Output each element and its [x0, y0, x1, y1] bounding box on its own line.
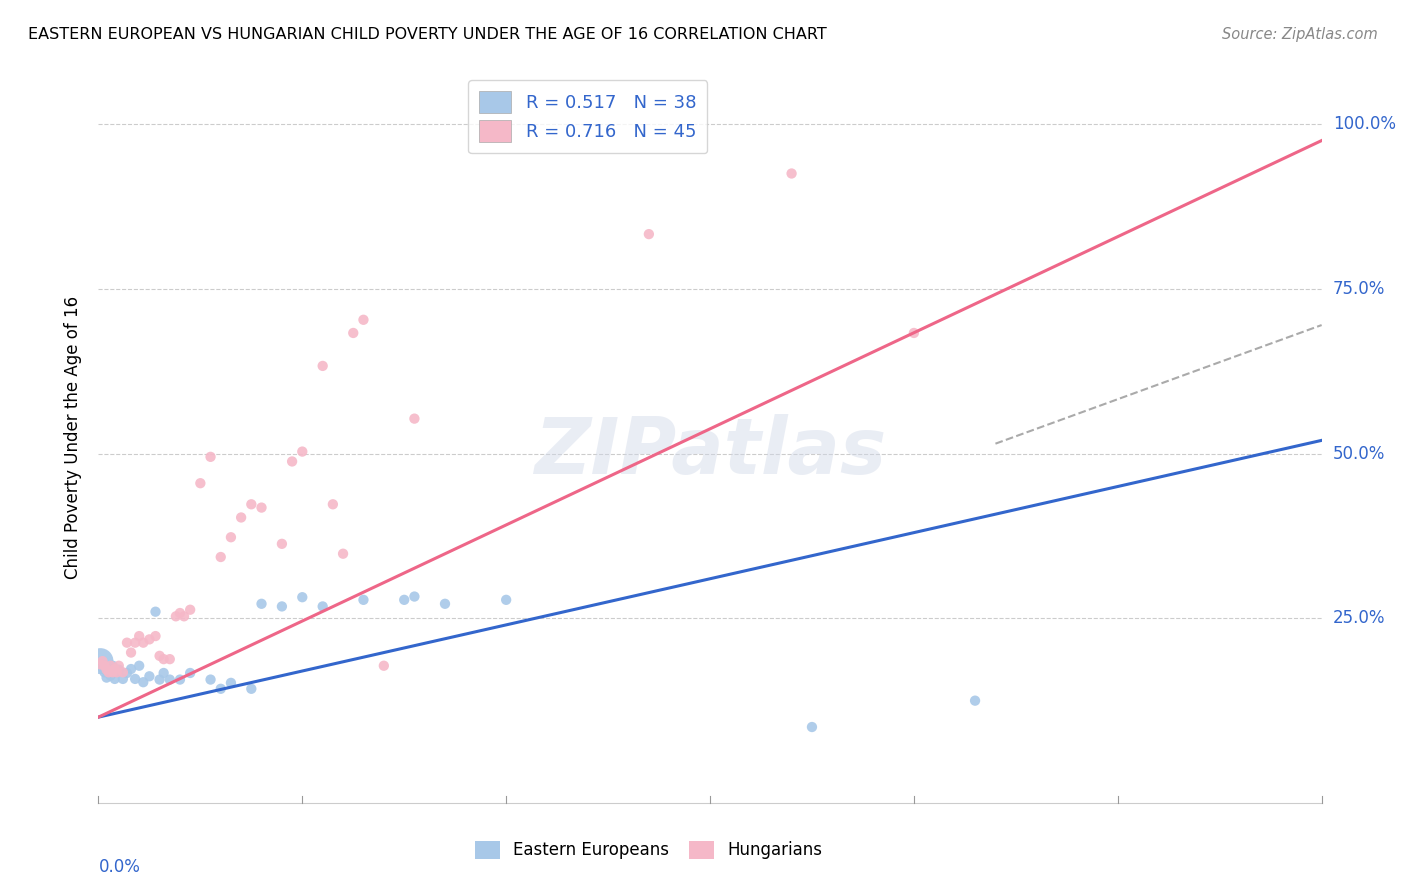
Point: [91, 661, 114, 675]
Point: [111, 665, 134, 680]
Point: [209, 681, 232, 696]
Text: Source: ZipAtlas.com: Source: ZipAtlas.com: [1222, 27, 1378, 42]
Point: [250, 597, 273, 611]
Point: [219, 530, 242, 544]
Point: [96, 671, 118, 685]
Text: 0.0%: 0.0%: [98, 858, 141, 876]
Point: [240, 681, 263, 696]
Point: [152, 665, 174, 680]
Point: [240, 497, 263, 511]
Point: [97, 663, 120, 677]
Point: [149, 648, 172, 663]
Point: [152, 652, 174, 666]
Point: [219, 676, 242, 690]
Point: [270, 537, 294, 551]
Point: [173, 609, 195, 624]
Point: [801, 720, 824, 734]
Point: [108, 663, 131, 677]
Point: [104, 672, 127, 686]
Point: [89, 657, 111, 672]
Point: [132, 635, 155, 649]
Point: [100, 658, 122, 673]
Point: [342, 326, 364, 340]
Point: [132, 675, 155, 690]
Point: [104, 662, 127, 676]
Point: [200, 450, 222, 464]
Point: [120, 646, 142, 660]
Point: [128, 629, 150, 643]
Point: [179, 665, 201, 680]
Point: [91, 654, 114, 668]
Point: [165, 609, 187, 624]
Point: [96, 663, 118, 677]
Point: [352, 313, 374, 327]
Point: [120, 662, 142, 676]
Point: [100, 668, 122, 682]
Point: [281, 454, 304, 468]
Point: [149, 673, 172, 687]
Point: [93, 665, 115, 680]
Point: [138, 632, 160, 647]
Text: ZIPatlas: ZIPatlas: [534, 414, 886, 490]
Point: [637, 227, 661, 241]
Point: [188, 476, 212, 491]
Point: [352, 592, 374, 607]
Point: [89, 654, 111, 668]
Point: [101, 665, 124, 680]
Point: [903, 326, 925, 340]
Point: [322, 497, 344, 511]
Point: [332, 547, 354, 561]
Point: [105, 665, 128, 680]
Point: [404, 590, 426, 604]
Point: [108, 658, 131, 673]
Point: [495, 592, 517, 607]
Point: [159, 673, 181, 687]
Text: 75.0%: 75.0%: [1333, 280, 1385, 298]
Point: [179, 603, 201, 617]
Point: [124, 672, 146, 686]
Point: [145, 629, 167, 643]
Point: [312, 599, 335, 614]
Point: [373, 658, 395, 673]
Point: [93, 658, 115, 673]
Text: 25.0%: 25.0%: [1333, 609, 1385, 627]
Point: [312, 359, 335, 373]
Point: [169, 673, 191, 687]
Point: [128, 658, 150, 673]
Point: [231, 510, 253, 524]
Point: [97, 665, 120, 680]
Text: EASTERN EUROPEAN VS HUNGARIAN CHILD POVERTY UNDER THE AGE OF 16 CORRELATION CHAR: EASTERN EUROPEAN VS HUNGARIAN CHILD POVE…: [28, 27, 827, 42]
Point: [138, 669, 160, 683]
Point: [404, 411, 426, 425]
Point: [115, 665, 138, 680]
Point: [101, 658, 124, 673]
Point: [159, 652, 181, 666]
Point: [169, 606, 191, 620]
Point: [965, 693, 987, 707]
Point: [434, 597, 457, 611]
Text: 50.0%: 50.0%: [1333, 444, 1385, 463]
Point: [250, 500, 273, 515]
Text: 100.0%: 100.0%: [1333, 115, 1396, 133]
Point: [124, 635, 146, 649]
Point: [780, 167, 803, 181]
Point: [392, 592, 416, 607]
Point: [105, 665, 128, 680]
Point: [209, 549, 232, 564]
Point: [270, 599, 294, 614]
Legend: Eastern Europeans, Hungarians: Eastern Europeans, Hungarians: [467, 832, 831, 868]
Point: [291, 444, 314, 458]
Point: [291, 591, 314, 605]
Point: [145, 605, 167, 619]
Y-axis label: Child Poverty Under the Age of 16: Child Poverty Under the Age of 16: [65, 295, 83, 579]
Point: [200, 673, 222, 687]
Point: [111, 672, 134, 686]
Point: [115, 635, 138, 649]
